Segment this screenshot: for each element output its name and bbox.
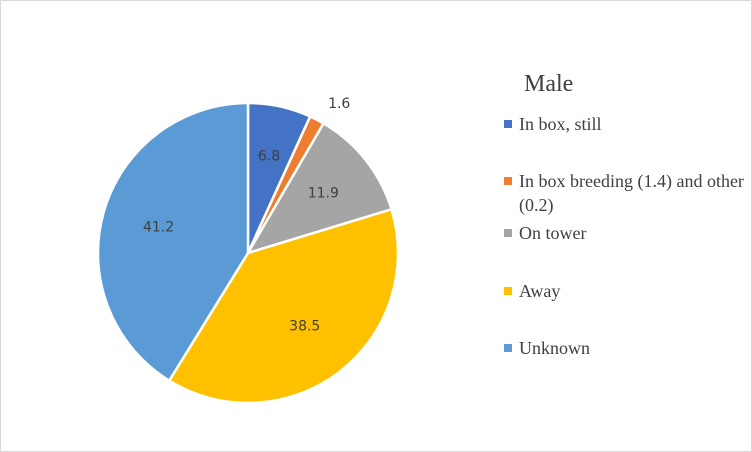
data-label-away: 38.5 bbox=[289, 319, 320, 335]
pie-slice-unknown bbox=[96, 101, 250, 382]
legend-swatch-unknown bbox=[504, 344, 512, 352]
legend: Male In box, still In box breeding (1.4)… bbox=[504, 69, 744, 360]
data-label-unknown: 41.2 bbox=[143, 220, 174, 236]
legend-label-away: Away bbox=[519, 281, 561, 301]
data-label-on-tower: 11.9 bbox=[308, 185, 339, 201]
pie-slice-away bbox=[167, 208, 400, 405]
legend-item-away: Away bbox=[504, 279, 744, 303]
data-label-in-box-breeding: 1.6 bbox=[328, 96, 350, 112]
data-label-in-box-still: 6.8 bbox=[258, 148, 280, 164]
legend-label-unknown: Unknown bbox=[519, 338, 590, 358]
legend-label-in-box-breeding: In box breeding (1.4) and other (0.2) bbox=[519, 171, 744, 215]
chart-title: Male bbox=[524, 71, 574, 97]
legend-swatch-away bbox=[504, 287, 512, 295]
legend-label-on-tower: On tower bbox=[519, 223, 587, 243]
legend-item-on-tower: On tower bbox=[504, 221, 744, 245]
legend-swatch-in-box-breeding bbox=[504, 177, 512, 185]
pie-slices bbox=[96, 101, 400, 405]
legend-item-in-box-still: In box, still bbox=[504, 112, 744, 136]
legend-item-in-box-breeding: In box breeding (1.4) and other (0.2) bbox=[504, 169, 744, 217]
legend-swatch-in-box-still bbox=[504, 120, 512, 128]
pie-slice-on-tower bbox=[246, 122, 393, 255]
legend-swatch-on-tower bbox=[504, 229, 512, 237]
legend-item-unknown: Unknown bbox=[504, 336, 744, 360]
pie-data-labels: 6.8 1.6 11.9 38.5 41.2 bbox=[143, 96, 350, 335]
legend-label-in-box-still: In box, still bbox=[519, 114, 602, 134]
